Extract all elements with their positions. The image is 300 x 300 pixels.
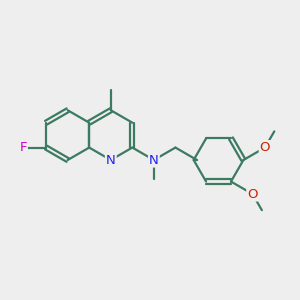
Text: O: O [260, 141, 270, 154]
Text: N: N [106, 154, 116, 166]
Text: F: F [19, 141, 27, 154]
Text: N: N [149, 154, 159, 166]
Text: O: O [247, 188, 258, 200]
